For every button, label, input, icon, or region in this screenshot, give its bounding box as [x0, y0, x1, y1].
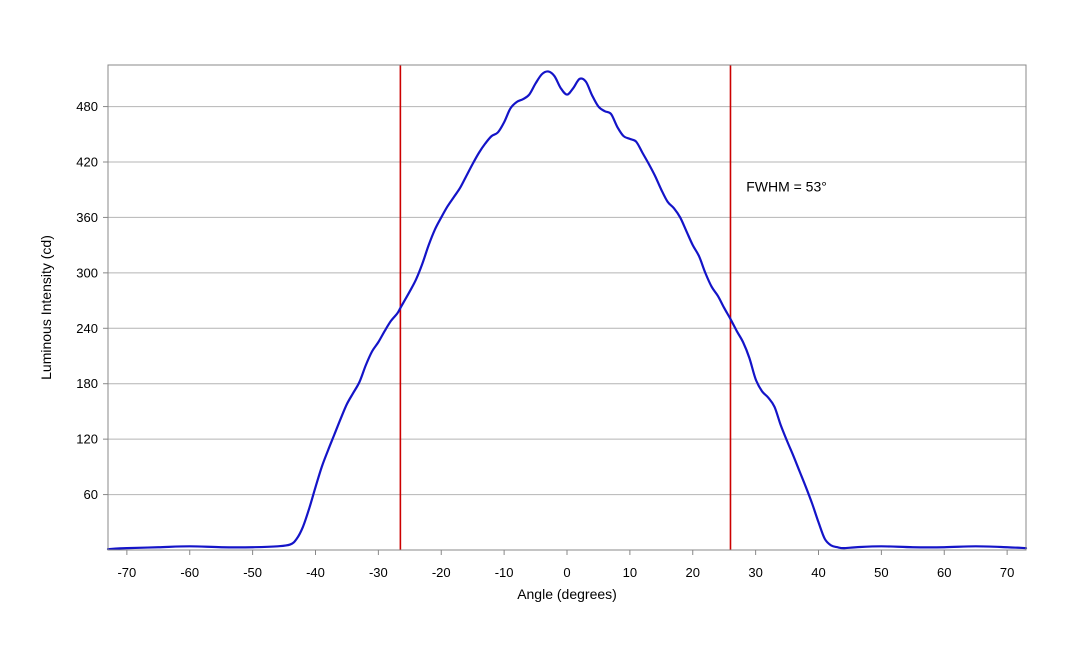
gridlines [108, 106, 1026, 496]
y-tick-label: 240 [76, 321, 98, 336]
x-tick-label: -70 [117, 565, 136, 580]
x-tick-label: 70 [1000, 565, 1014, 580]
x-tick-label: 40 [811, 565, 825, 580]
y-tick-label: 180 [76, 376, 98, 391]
x-tick-label: -60 [180, 565, 199, 580]
x-tick-label: 20 [686, 565, 700, 580]
x-tick-label: 60 [937, 565, 951, 580]
x-tick-label: -30 [369, 565, 388, 580]
y-tick-label: 60 [84, 487, 98, 502]
x-axis-label: Angle (degrees) [517, 586, 617, 602]
y-axis-ticks: 60 120 180 240 300 360 420 480 [76, 99, 108, 502]
x-tick-label: -20 [432, 565, 451, 580]
y-tick-label: 300 [76, 265, 98, 280]
y-tick-label: 120 [76, 432, 98, 447]
fwhm-markers [399, 65, 732, 550]
plot-frame [107, 64, 1027, 551]
x-tick-label: 0 [563, 565, 570, 580]
x-tick-label: -40 [306, 565, 325, 580]
intensity-curve [106, 70, 1028, 551]
y-tick-label: 420 [76, 155, 98, 170]
x-axis-ticks: -70 -60 -50 -40 -30 -20 -10 0 10 20 30 40 50 60 70 [117, 550, 1014, 580]
x-tick-label: -50 [243, 565, 262, 580]
fwhm-annotation: FWHM = 53° [746, 179, 827, 195]
y-tick-label: 360 [76, 210, 98, 225]
y-axis-label: Luminous Intensity (cd) [38, 235, 54, 380]
y-tick-label: 480 [76, 99, 98, 114]
x-tick-label: 50 [874, 565, 888, 580]
x-tick-label: 10 [623, 565, 637, 580]
x-tick-label: -10 [495, 565, 514, 580]
x-tick-label: 30 [748, 565, 762, 580]
